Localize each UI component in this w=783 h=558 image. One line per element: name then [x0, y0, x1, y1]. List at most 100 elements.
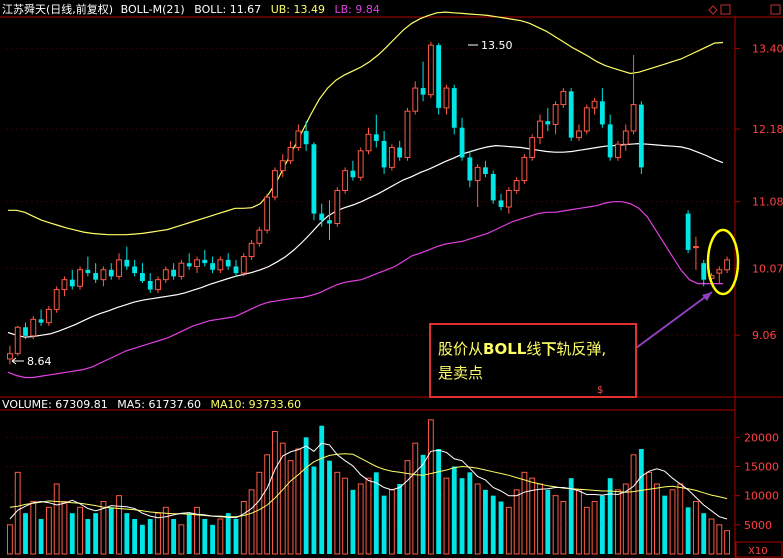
- volume-bar: [669, 489, 676, 555]
- volume-value: VOLUME: 67309.81: [2, 398, 108, 411]
- candle: [350, 160, 356, 181]
- volume-bar: [155, 512, 161, 555]
- candle: [607, 114, 613, 161]
- volume-bar: [210, 524, 216, 554]
- boll-mid-line: [7, 142, 724, 338]
- volume-bar: [693, 501, 699, 555]
- candle: [171, 263, 177, 280]
- price-tick-label: 12.18: [752, 123, 783, 136]
- candle: [233, 259, 239, 277]
- volume-bar: [186, 513, 192, 554]
- candle: [311, 142, 317, 221]
- callout-text-d: 下: [541, 340, 556, 358]
- ma10-value: MA10: 93733.60: [210, 398, 301, 411]
- low-label: 8.64: [27, 355, 52, 368]
- candle: [327, 200, 332, 241]
- header-row: 江苏舜天(日线,前复权) BOLL-M(21) BOLL: 11.67 UB: …: [2, 2, 380, 16]
- chart-config-icon[interactable]: [770, 4, 781, 15]
- candle: [140, 263, 145, 283]
- candle: [388, 144, 395, 171]
- volume-tick-label: 5000: [744, 519, 772, 532]
- candle: [85, 256, 91, 277]
- volume-bar: [233, 519, 239, 554]
- volume-bar: [404, 460, 411, 555]
- stock-name: 江苏舜天(日线,前复权): [2, 2, 113, 16]
- volume-bar: [287, 460, 294, 555]
- high-annotation: 13.50: [468, 39, 513, 52]
- callout-line-1: 股价从BOLL线下轨反弹,: [438, 340, 606, 358]
- candle: [30, 316, 37, 340]
- volume-bar: [701, 513, 707, 554]
- candle: [264, 193, 271, 234]
- candle: [287, 140, 294, 165]
- candle: [240, 253, 247, 277]
- callout-text-e: 轨反弹,: [556, 340, 606, 358]
- volume-bar: [93, 513, 99, 554]
- volume-bar: [467, 472, 473, 554]
- volume-bar: [38, 519, 44, 554]
- volume-bar: [350, 489, 356, 554]
- price-tick-label: 9.06: [752, 329, 777, 342]
- candle: [474, 164, 481, 207]
- callout-text-b: BOLL: [483, 340, 527, 358]
- volume-bar: [498, 501, 504, 554]
- candle: [451, 84, 457, 135]
- unit-box: [735, 541, 783, 558]
- volume-bar: [124, 513, 130, 554]
- boll-value: BOLL: 11.67: [194, 3, 261, 16]
- volume-bar: [552, 495, 559, 555]
- volume-bar: [622, 483, 629, 555]
- volume-bar: [443, 477, 450, 555]
- volume-bar: [662, 495, 668, 554]
- volume-bar: [607, 478, 613, 554]
- volume-bar: [568, 478, 574, 554]
- boll-lower-line: [7, 201, 723, 379]
- volume-bar: [53, 483, 60, 555]
- volume-bar: [529, 477, 536, 555]
- volume-bar: [30, 501, 37, 555]
- candle: [14, 325, 21, 356]
- candle: [61, 276, 68, 297]
- diamond-icon[interactable]: [708, 5, 718, 15]
- volume-bar: [272, 431, 278, 555]
- volume-bar: [505, 506, 512, 555]
- volume-bar: [342, 477, 349, 555]
- candle: [545, 107, 551, 132]
- volume-bar: [599, 495, 605, 554]
- candle: [599, 88, 605, 128]
- candle: [630, 55, 637, 135]
- volume-bar: [638, 449, 644, 554]
- volume-bar: [381, 495, 387, 554]
- candle: [404, 107, 411, 161]
- volume-bar: [116, 495, 122, 555]
- ub-value: UB: 13.49: [271, 3, 325, 16]
- volume-bar: [279, 442, 286, 555]
- candle: [217, 256, 224, 274]
- candle: [420, 61, 426, 102]
- volume-bar: [194, 506, 200, 555]
- volume-bar: [583, 506, 590, 555]
- volume-bar: [61, 501, 68, 555]
- window-controls[interactable]: [708, 4, 781, 15]
- candle: [583, 104, 590, 135]
- price-tick-label: 11.08: [752, 196, 783, 209]
- volume-bar: [388, 489, 395, 555]
- candle: [53, 286, 60, 313]
- candle: [147, 273, 153, 293]
- volume-bar: [724, 530, 731, 555]
- volume-bar: [537, 483, 543, 555]
- candle: [638, 101, 644, 174]
- volume-bar: [397, 484, 403, 554]
- candle: [716, 266, 723, 283]
- volume-bar: [256, 471, 263, 555]
- candle: [202, 249, 208, 267]
- volume-bar: [716, 524, 723, 555]
- volume-bar: [420, 454, 426, 554]
- candle: [483, 160, 488, 178]
- maximize-icon[interactable]: [720, 4, 731, 15]
- volume-bar: [357, 483, 364, 555]
- volume-bar: [85, 519, 91, 554]
- candle: [272, 167, 278, 201]
- candle: [108, 263, 114, 280]
